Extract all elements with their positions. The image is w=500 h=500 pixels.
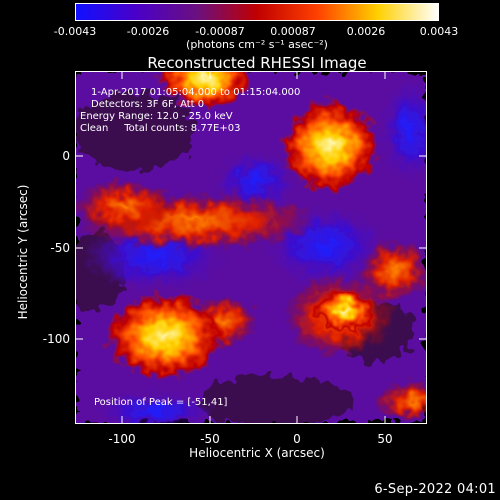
x-tick-label: 0 (293, 432, 301, 446)
x-tick-label: 50 (377, 432, 393, 446)
colorbar-tick: 0.0043 (419, 25, 459, 38)
colorbar-units: (photons cm⁻² s⁻¹ asec⁻²) (186, 38, 328, 51)
x-axis-label: Heliocentric X (arcsec) (189, 446, 325, 460)
energy-range-label: Energy Range: 12.0 - 25.0 keV (80, 111, 233, 122)
peak-position-label: Position of Peak = [-51,41] (94, 397, 228, 408)
image-title: Reconstructed RHESSI Image (147, 54, 367, 72)
x-tick-label: -50 (200, 432, 220, 446)
y-axis-label: Heliocentric Y (arcsec) (16, 184, 30, 320)
y-tick-label: 0 (62, 149, 70, 163)
colorbar (75, 3, 439, 21)
x-tick-label: -100 (108, 432, 136, 446)
colorbar-tick: 0.0026 (346, 25, 386, 38)
colorbar-tick: 0.00087 (270, 25, 316, 38)
colorbar-tick: -0.0043 (53, 25, 97, 38)
y-tick-label: -100 (42, 332, 70, 346)
colorbar-tick: -0.0026 (126, 25, 170, 38)
detectors-label: Detectors: 3F 6F, Att 0 (91, 99, 205, 110)
clean-counts-label: Clean Total counts: 8.77E+03 (80, 123, 241, 134)
colorbar-tick: -0.00087 (195, 25, 245, 38)
y-tick-label: -50 (50, 241, 70, 255)
time-range-label: 1-Apr-2017 01:05:04.000 to 01:15:04.000 (91, 87, 301, 98)
timestamp-footer: 6-Sep-2022 04:01 (374, 482, 496, 497)
rhessi-image (75, 71, 427, 424)
